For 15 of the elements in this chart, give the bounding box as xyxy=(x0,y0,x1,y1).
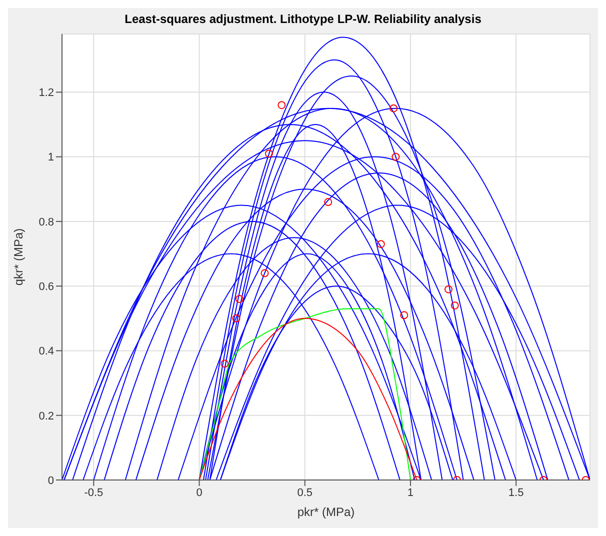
y-tick-label: 0 xyxy=(48,474,54,487)
chart-title: Least-squares adjustment. Lithotype LP-W. Reliability analysis xyxy=(124,11,482,28)
y-tick-label: 0.2 xyxy=(38,410,54,422)
y-axis-title: qkr* (MPa) xyxy=(11,228,26,286)
x-tick-label: 0.5 xyxy=(297,486,313,499)
y-tick-label: 0.6 xyxy=(38,280,54,293)
x-tick-label: -0.5 xyxy=(84,486,104,499)
y-tick-label: 0.4 xyxy=(38,346,54,358)
x-tick-label: 1 xyxy=(407,486,414,499)
x-axis-title: pkr* (MPa) xyxy=(297,505,355,519)
y-tick-label: 0.8 xyxy=(38,216,54,228)
y-tick-label: 1 xyxy=(48,152,54,164)
y-tick-label: 1.2 xyxy=(38,87,54,100)
x-tick-label: 1.5 xyxy=(508,486,524,499)
x-tick-label: 0 xyxy=(196,486,202,499)
